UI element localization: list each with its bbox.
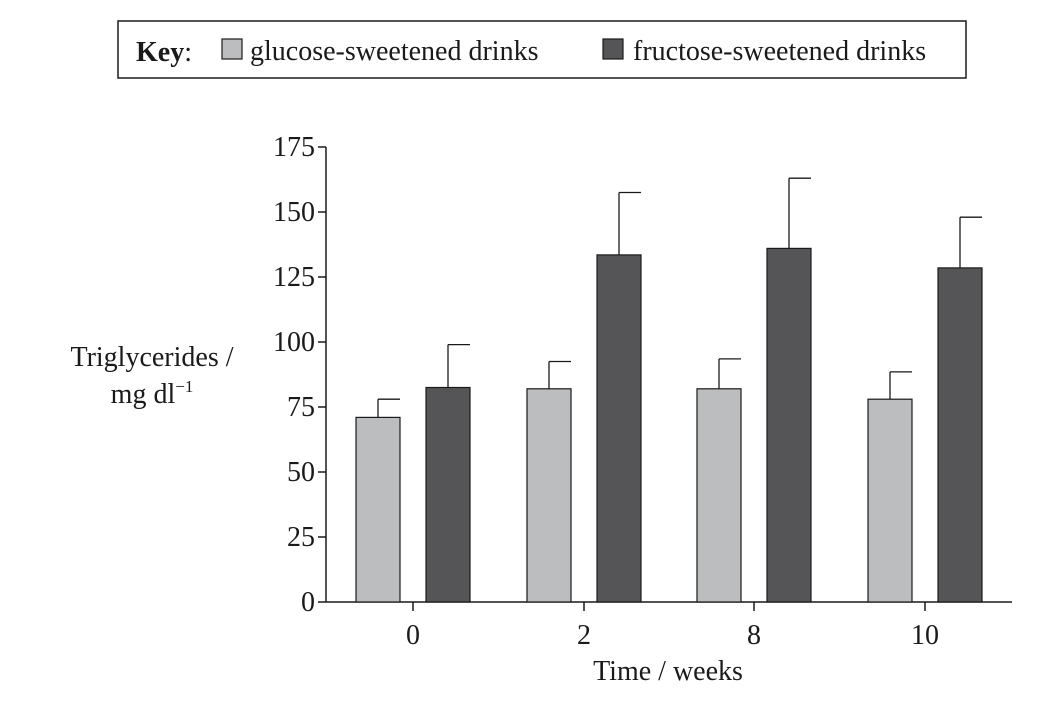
y-axis-title: Triglycerides / mg dl−1 — [70, 342, 233, 410]
error-bars — [377, 177, 982, 418]
y-tick-label: 175 — [273, 132, 315, 163]
legend-label-fructose: fructose-sweetened drinks — [633, 36, 926, 67]
bar-glucose-week-2 — [526, 388, 572, 603]
y-tick-label: 0 — [301, 587, 315, 618]
y-axis-title-line1: Triglycerides / — [70, 342, 233, 373]
x-tick-label: 8 — [747, 620, 761, 651]
y-tick-label: 25 — [287, 522, 315, 553]
y-tick-label: 125 — [273, 262, 315, 293]
y-tick-label: 100 — [273, 327, 315, 358]
y-tick-label: 75 — [287, 392, 315, 423]
x-ticks: 0 2 8 10 — [406, 602, 939, 651]
x-axis-title: Time / weeks — [593, 656, 743, 687]
x-tick-label: 10 — [911, 620, 939, 651]
bar-fructose-week-8 — [766, 247, 812, 603]
bar-fructose-week-0 — [425, 386, 471, 603]
legend-key-label: Key: — [136, 37, 192, 68]
x-tick-label: 2 — [577, 620, 591, 651]
legend: Key: glucose-sweetened drinks fructose-s… — [117, 20, 967, 79]
y-axis-title-line2: mg dl−1 — [111, 377, 194, 410]
legend-box — [117, 20, 967, 79]
legend-swatch-fructose — [602, 38, 624, 60]
bar-fructose-week-2 — [596, 254, 642, 603]
x-tick-label: 0 — [406, 620, 420, 651]
legend-swatch-glucose — [221, 38, 243, 60]
bar-glucose-week-8 — [696, 388, 742, 603]
y-tick-label: 150 — [273, 197, 315, 228]
bar-glucose-week-0 — [355, 416, 401, 603]
bar-glucose-week-10 — [867, 398, 913, 603]
y-tick-label: 50 — [287, 457, 315, 488]
bars — [355, 247, 983, 603]
y-ticks: 0 25 50 75 100 125 150 175 — [273, 132, 326, 618]
legend-label-glucose: glucose-sweetened drinks — [250, 36, 538, 67]
bar-fructose-week-10 — [937, 267, 983, 603]
